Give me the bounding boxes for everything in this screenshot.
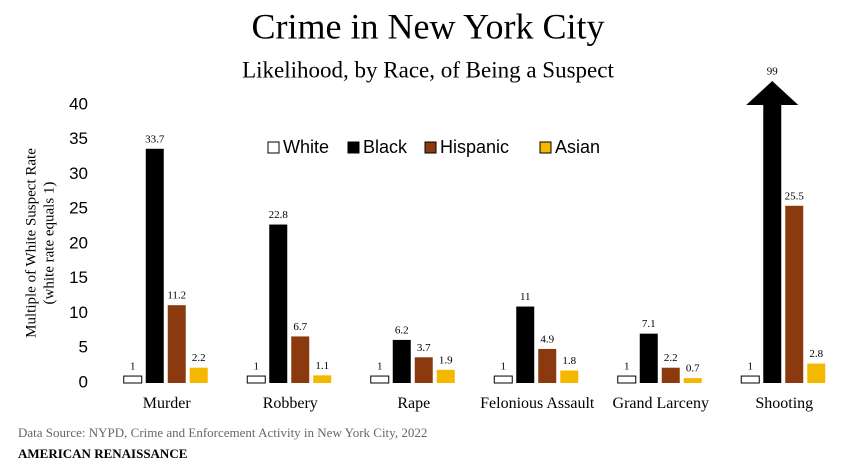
- x-tick-label: Robbery: [262, 395, 318, 412]
- bar: [167, 305, 186, 383]
- legend-label: Black: [363, 137, 408, 157]
- bar: [617, 375, 637, 384]
- value-label: 1.8: [562, 355, 576, 367]
- bar: [291, 336, 310, 383]
- value-label: 1: [748, 361, 754, 373]
- value-label: 1: [377, 361, 383, 373]
- value-label: 1: [130, 361, 136, 373]
- value-label: 6.7: [293, 321, 307, 333]
- value-label: 33.7: [145, 133, 165, 145]
- value-label: 2.2: [664, 352, 678, 364]
- value-label: 1: [501, 361, 507, 373]
- bar: [560, 370, 579, 383]
- value-label: 0.7: [686, 363, 700, 375]
- x-tick-label: Rape: [397, 395, 431, 412]
- value-label: 22.8: [269, 209, 289, 221]
- bar: [246, 375, 266, 384]
- bar: [189, 367, 208, 383]
- legend-label: Hispanic: [440, 137, 509, 157]
- bar: [313, 375, 332, 383]
- value-label: 11: [520, 291, 531, 303]
- value-label: 3.7: [417, 342, 431, 354]
- value-label: 4.9: [540, 333, 554, 345]
- y-axis-title: Multiple of White Suspect Rate: [23, 148, 39, 338]
- legend-swatch: [347, 141, 360, 154]
- value-label: 1.1: [315, 360, 329, 372]
- source-note: Data Source: NYPD, Crime and Enforcement…: [18, 425, 427, 440]
- legend-label: White: [283, 137, 329, 157]
- overflow-arrow: [746, 81, 799, 105]
- bar: [392, 339, 411, 383]
- bar: [436, 369, 455, 383]
- value-label: 1.9: [439, 354, 453, 366]
- publisher: AMERICAN RENAISSANCE: [18, 446, 187, 461]
- x-tick-label: Grand Larceny: [612, 395, 709, 412]
- value-label: 7.1: [642, 318, 656, 330]
- y-tick-label: 0: [79, 372, 88, 391]
- bar: [683, 378, 702, 383]
- bar: [493, 375, 513, 384]
- bar: [661, 367, 680, 383]
- bar: [639, 333, 658, 383]
- bar: [370, 375, 390, 384]
- legend-label: Asian: [555, 137, 600, 157]
- bar: [414, 357, 433, 383]
- y-tick-label: 15: [69, 268, 88, 287]
- value-label: 11.2: [167, 290, 186, 302]
- x-tick-label: Murder: [142, 395, 191, 412]
- value-label: 25.5: [785, 190, 805, 202]
- value-label: 99: [767, 66, 779, 78]
- bar: [785, 205, 804, 383]
- bar: [145, 148, 164, 383]
- bar: [538, 348, 557, 383]
- y-tick-label: 5: [79, 338, 88, 357]
- y-tick-label: 10: [69, 303, 88, 322]
- bar: [807, 363, 826, 383]
- legend-swatch: [267, 141, 280, 154]
- chart-subtitle: Likelihood, by Race, of Being a Suspect: [242, 57, 614, 82]
- value-label: 6.2: [395, 324, 409, 336]
- y-axis-title: (white rate equals 1): [41, 182, 57, 305]
- value-label: 2.8: [809, 348, 823, 360]
- legend-swatch: [539, 141, 552, 154]
- bar: [763, 105, 782, 383]
- y-tick-label: 40: [69, 94, 88, 113]
- y-tick-label: 30: [69, 164, 88, 183]
- x-tick-label: Shooting: [755, 395, 814, 412]
- chart-title: Crime in New York City: [251, 6, 604, 46]
- bar: [269, 224, 288, 383]
- bar: [516, 306, 535, 383]
- bar: [740, 375, 760, 384]
- value-label: 1: [624, 361, 630, 373]
- value-label: 2.2: [192, 352, 206, 364]
- legend-swatch: [424, 141, 437, 154]
- y-tick-label: 35: [69, 129, 88, 148]
- value-label: 1: [254, 361, 260, 373]
- y-tick-label: 25: [69, 199, 88, 218]
- x-tick-label: Felonious Assault: [480, 395, 595, 412]
- y-tick-label: 20: [69, 233, 88, 252]
- bar: [123, 375, 143, 384]
